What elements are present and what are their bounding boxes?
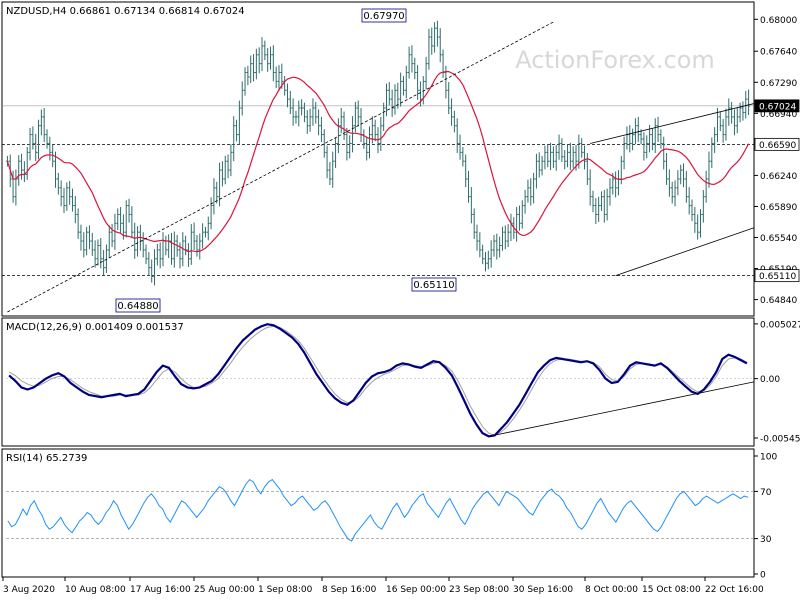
price-channel-upper <box>590 103 755 144</box>
price-annotation-box <box>115 298 161 313</box>
x-axis-label: 16 Sep 00:00 <box>386 585 446 595</box>
price-annotation-box <box>411 277 457 292</box>
price-ytick-label: 0.65540 <box>760 234 797 244</box>
price-ytick-label: 0.67640 <box>760 48 797 58</box>
x-axis-label: 30 Sep 16:00 <box>513 585 573 595</box>
price-ytick-label: 0.67290 <box>760 79 797 89</box>
rsi-panel-frame <box>1 448 755 578</box>
price-rise-line <box>7 21 554 313</box>
axis-layer: 0.68000 0.67640 0.67290 0.66940 0.66240 0.658… <box>2 16 800 595</box>
price-ytick-label: 0.64840 <box>760 296 797 306</box>
rsi-ytick-label: 70 <box>760 488 772 498</box>
rsi-ytick-label: 100 <box>760 453 777 463</box>
macd-panel-title: MACD(12,26,9) 0.001409 0.001537 <box>6 322 184 333</box>
x-axis-label: 3 Aug 2020 <box>3 585 55 595</box>
rsi-ytick-label: 0 <box>760 571 766 581</box>
x-axis-label: 25 Aug 00:00 <box>194 585 255 595</box>
price-ytick-label: 0.66940 <box>760 110 797 120</box>
price-tag-box <box>754 269 800 283</box>
x-axis-label: 8 Oct 00:00 <box>585 585 638 595</box>
price-channel-lower <box>615 227 755 277</box>
price-tag-label: 0.66590 <box>759 141 796 151</box>
x-axis-label: 10 Aug 08:00 <box>65 585 126 595</box>
macd-layer <box>6 323 755 438</box>
price-annotation-label: 0.64880 <box>117 301 158 312</box>
price-moving-average <box>6 70 750 253</box>
x-axis-label: 22 Oct 16:00 <box>705 585 764 595</box>
price-annotation-label: 0.67970 <box>363 11 404 22</box>
macd-ytick-label: -0.00545 <box>760 435 800 445</box>
x-axis-label: 17 Aug 16:00 <box>130 585 191 595</box>
macd-series-macd <box>8 323 748 438</box>
price-annotation-box <box>361 8 407 23</box>
price-tag-box <box>754 137 800 151</box>
rsi-panel-title: RSI(14) 65.2739 <box>6 453 87 464</box>
price-tag-label: 0.67024 <box>759 102 796 112</box>
price-annotation-label: 0.65110 <box>413 280 454 291</box>
watermark: ActionForex.com <box>515 46 715 74</box>
price-tag-label: 0.65110 <box>759 272 796 282</box>
rsi-ytick-label: 30 <box>760 535 772 545</box>
price-ytick-label: 0.65890 <box>760 203 797 213</box>
price-panel-frame <box>1 1 755 317</box>
x-axis-label: 23 Sep 08:00 <box>449 585 509 595</box>
rsi-series-line <box>7 478 749 542</box>
price-tag-box <box>754 99 800 113</box>
macd-trendline <box>488 381 755 437</box>
macd-ytick-label: 0.005027 <box>760 320 800 330</box>
x-axis-label: 1 Sep 08:00 <box>258 585 313 595</box>
price-ytick-label: 0.66240 <box>760 172 797 182</box>
macd-ytick-label: 0.00 <box>760 375 780 385</box>
price-layer: 0.67970 0.65110 0.64880 <box>2 8 755 313</box>
price-ytick-label: 0.68000 <box>760 16 797 26</box>
x-axis-label: 15 Oct 08:00 <box>642 585 701 595</box>
price-panel-title: NZDUSD,H4 0.66861 0.67134 0.66814 0.6702… <box>6 6 245 17</box>
x-axis-label: 8 Sep 16:00 <box>322 585 377 595</box>
rsi-layer <box>6 478 754 542</box>
